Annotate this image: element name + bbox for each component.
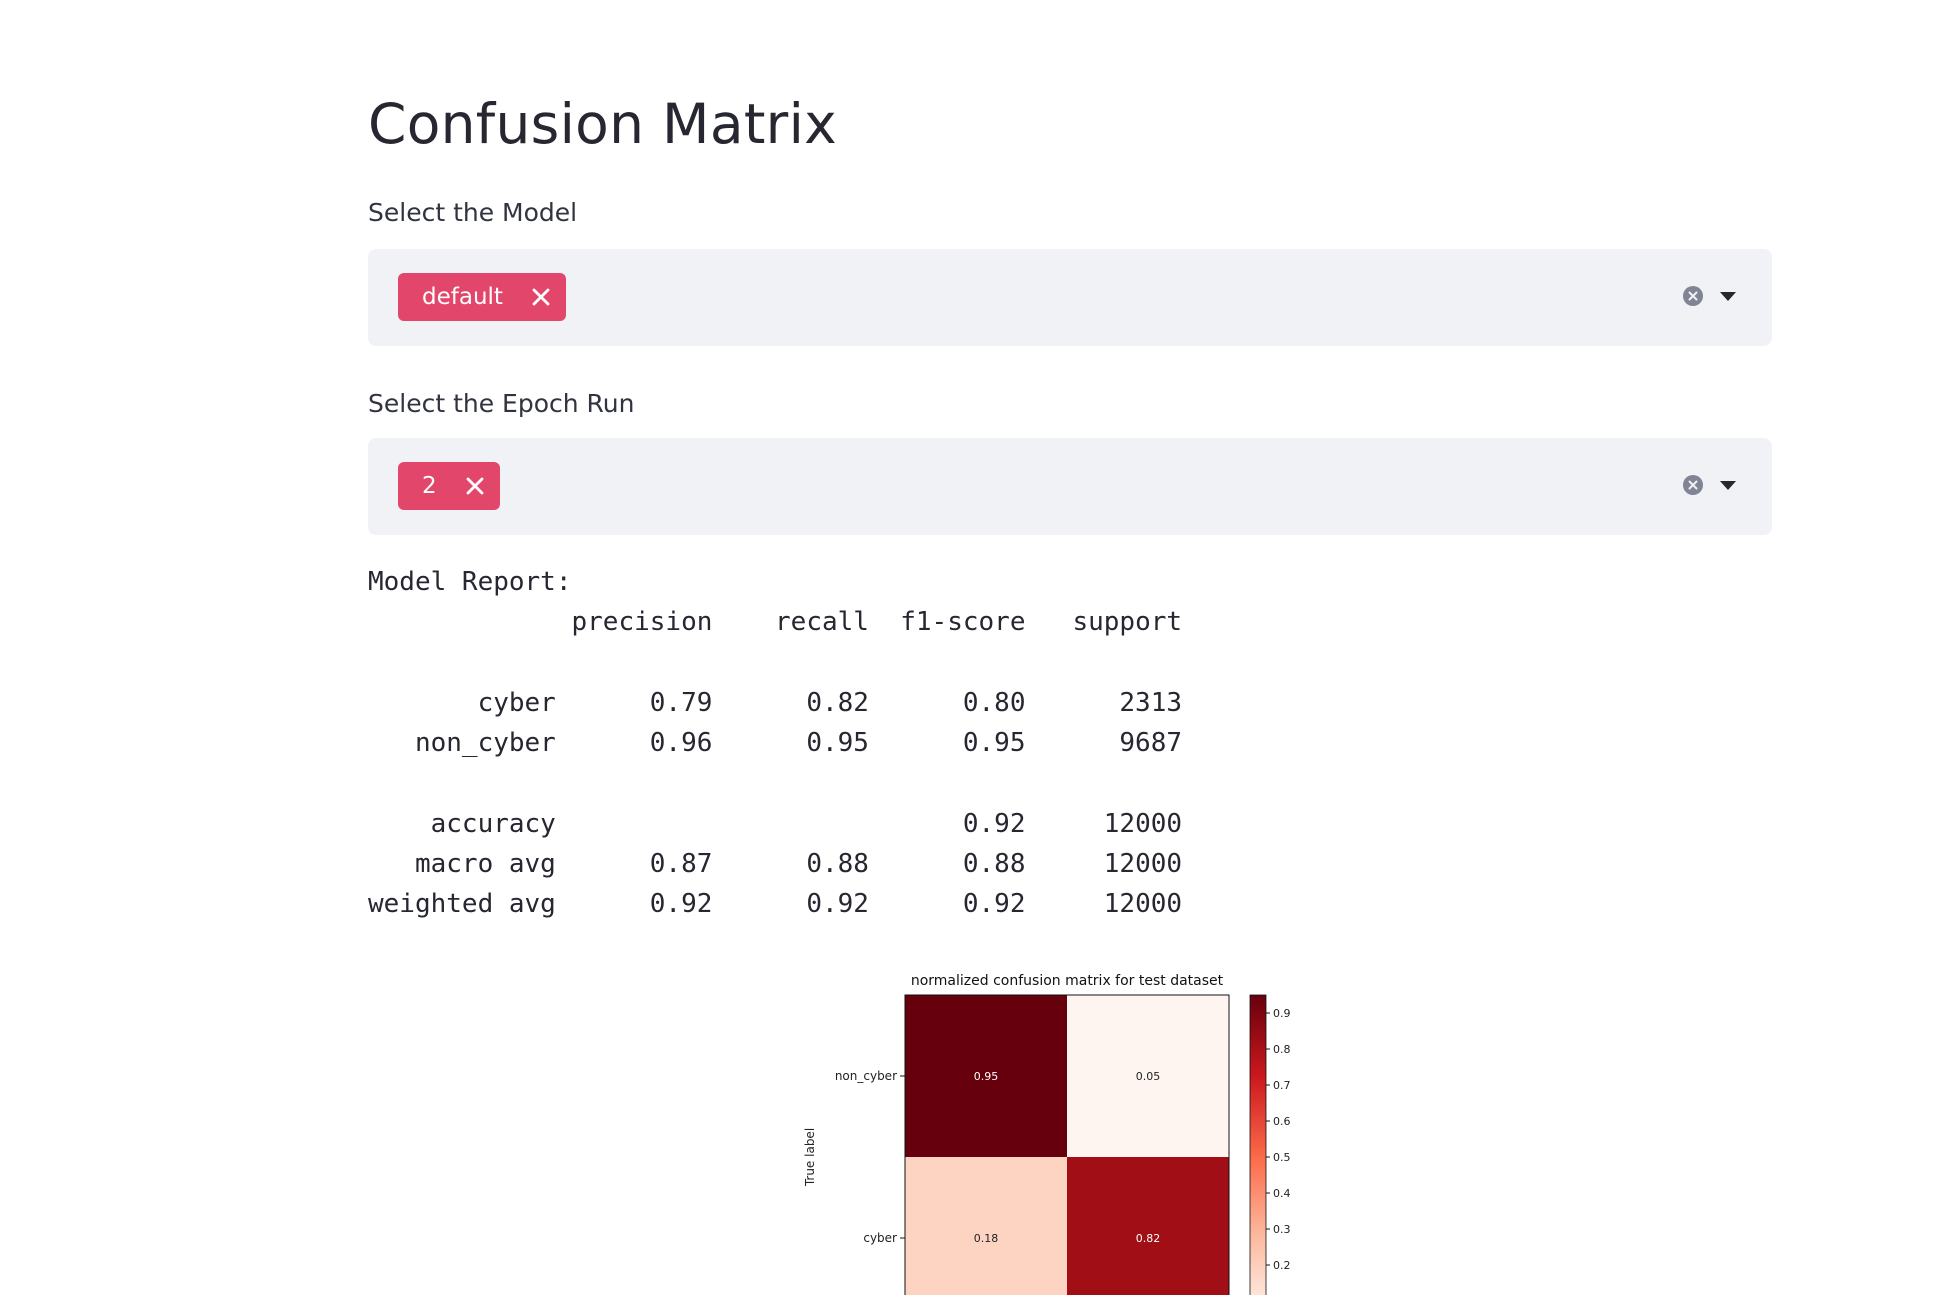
report-column-header: support	[1072, 607, 1183, 638]
confusion-matrix-figure: normalized confusion matrix for test dat…	[428, 965, 1328, 1295]
report-column-header: precision	[571, 607, 713, 638]
heatmap-cell	[1067, 1157, 1229, 1295]
report-row-label: accuracy	[368, 808, 556, 839]
remove-tag-icon[interactable]	[531, 287, 551, 307]
report-row-label: macro avg	[368, 849, 556, 880]
cell-value-label: 0.95	[974, 1070, 999, 1083]
remove-tag-icon[interactable]	[465, 476, 485, 496]
epoch-multiselect[interactable]: 2	[368, 438, 1772, 535]
report-row-label: non_cyber	[368, 728, 556, 759]
classification-report: Model Report: precision recall f1-score …	[368, 562, 1182, 925]
selected-epoch-tag: 2	[398, 462, 500, 510]
colorbar-tick-label: 0.6	[1273, 1115, 1291, 1128]
report-column-header: f1-score	[900, 607, 1026, 638]
colorbar-tick-label: 0.3	[1273, 1223, 1291, 1236]
chevron-down-icon[interactable]	[1720, 292, 1736, 301]
colorbar-tick-label: 0.2	[1273, 1259, 1291, 1272]
epoch-select-label: Select the Epoch Run	[368, 389, 635, 418]
report-cell: 0.92	[806, 889, 869, 920]
chart-title: normalized confusion matrix for test dat…	[911, 973, 1224, 989]
heatmap-cell	[905, 995, 1067, 1157]
report-cell: 0.96	[649, 728, 713, 759]
report-cell: 0.80	[962, 687, 1026, 718]
selected-model-tag: default	[398, 273, 566, 321]
model-multiselect[interactable]: default	[368, 249, 1772, 346]
heatmap-cell	[905, 1157, 1067, 1295]
selected-model-tag-label: default	[422, 284, 503, 310]
heatmap-cell	[1067, 995, 1229, 1157]
report-row-label: cyber	[368, 687, 556, 718]
colorbar-tick-label: 0.4	[1273, 1187, 1291, 1200]
report-cell: 12000	[1103, 849, 1183, 880]
report-cell: 9687	[1119, 728, 1183, 759]
report-cell: 0.92	[962, 808, 1026, 839]
report-cell: 0.92	[649, 889, 713, 920]
report-cell: 0.95	[806, 728, 869, 759]
report-cell: 0.82	[806, 687, 869, 718]
report-cell: 12000	[1103, 889, 1183, 920]
model-select-label: Select the Model	[368, 198, 578, 227]
y-tick-label: cyber	[863, 1231, 897, 1245]
report-cell: 12000	[1103, 808, 1183, 839]
colorbar	[1249, 994, 1267, 1295]
report-cell: 0.87	[649, 849, 713, 880]
selected-epoch-tag-label: 2	[422, 473, 437, 499]
colorbar-tick-label: 0.5	[1273, 1151, 1291, 1164]
report-column-header: recall	[775, 607, 869, 638]
report-row-label: weighted avg	[368, 889, 556, 920]
report-cell: 2313	[1119, 687, 1183, 718]
report-cell: 0.92	[962, 889, 1026, 920]
confusion-matrix-chart: normalized confusion matrix for test dat…	[803, 973, 1291, 1295]
report-cell: 0.79	[649, 687, 713, 718]
cell-value-label: 0.05	[1136, 1070, 1161, 1083]
report-cell: 0.88	[806, 849, 869, 880]
clear-all-icon[interactable]	[1682, 474, 1704, 496]
clear-all-icon[interactable]	[1682, 285, 1704, 307]
heatmap-frame	[904, 994, 1230, 1295]
colorbar-tick-label: 0.8	[1273, 1043, 1291, 1056]
report-cell: 0.95	[962, 728, 1026, 759]
report-heading: Model Report:	[368, 567, 572, 597]
chevron-down-icon[interactable]	[1720, 481, 1736, 490]
y-tick-label: non_cyber	[835, 1069, 897, 1083]
colorbar-tick-label: 0.9	[1273, 1007, 1291, 1020]
report-cell: 0.88	[962, 849, 1026, 880]
cell-value-label: 0.82	[1136, 1232, 1161, 1245]
y-axis-label: True label	[803, 1128, 817, 1187]
page-title: Confusion Matrix	[368, 92, 838, 156]
cell-value-label: 0.18	[974, 1232, 999, 1245]
colorbar-tick-label: 0.7	[1273, 1079, 1291, 1092]
